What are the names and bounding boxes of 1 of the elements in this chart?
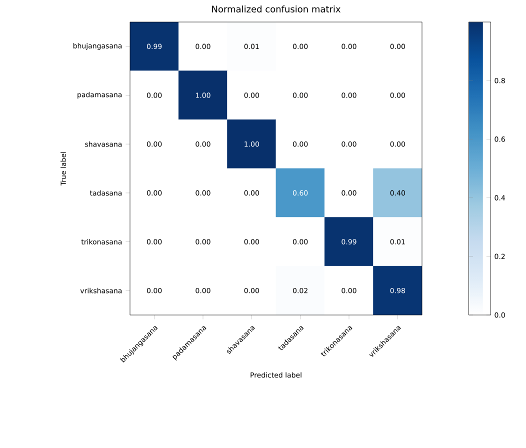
chart-title: Normalized confusion matrix	[212, 6, 340, 12]
